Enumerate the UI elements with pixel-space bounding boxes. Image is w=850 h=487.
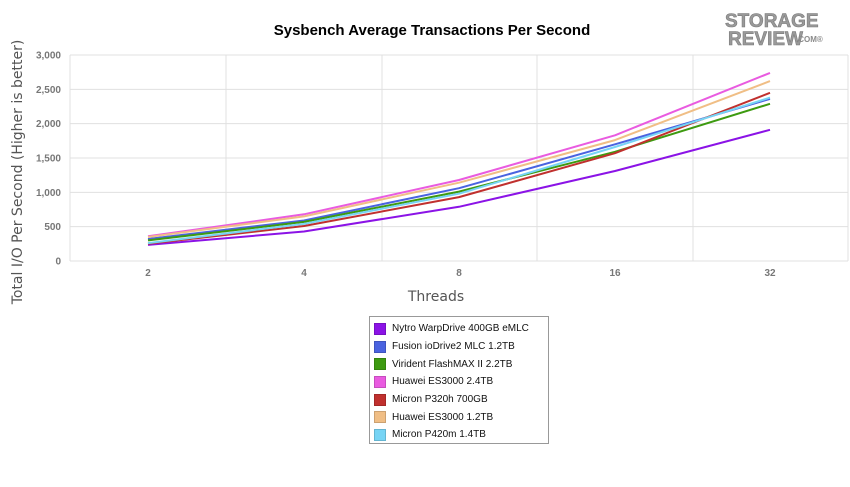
- y-tick-label: 500: [44, 222, 61, 233]
- logo-line-1: STORAGE: [725, 11, 819, 32]
- legend: Nytro WarpDrive 400GB eMLC Fusion ioDrive…: [369, 316, 549, 444]
- legend-label: Huawei ES3000 2.4TB: [392, 376, 494, 388]
- series-line-2: [147, 97, 771, 240]
- legend-swatch: [374, 411, 386, 424]
- y-tick-label: 3,000: [36, 51, 61, 62]
- legend-label: Huawei ES3000 1.2TB: [392, 411, 494, 423]
- legend-label: Virident FlashMAX II 2.2TB: [392, 358, 513, 370]
- legend-label: Micron P420m 1.4TB: [392, 429, 486, 441]
- y-tick-label: 0: [55, 257, 61, 268]
- legend-item: Micron P320h 700GB: [374, 391, 544, 409]
- x-tick-label: 2: [145, 268, 151, 279]
- y-tick-label: 2,000: [36, 119, 61, 130]
- legend-item: Huawei ES3000 2.4TB: [374, 373, 544, 391]
- legend-swatch: [374, 358, 386, 371]
- logo-suffix: .COM®: [796, 35, 823, 44]
- legend-swatch: [374, 322, 386, 335]
- x-axis-ticks: 2 4 8 16 32: [145, 268, 776, 279]
- y-tick-label: 2,500: [36, 85, 61, 96]
- series-line-3: [147, 102, 771, 242]
- legend-item: Huawei ES3000 1.2TB: [374, 408, 544, 426]
- logo-line-2: REVIEW: [728, 29, 803, 50]
- series-line-4: [147, 71, 771, 238]
- series-line-6: [147, 80, 771, 238]
- legend-item: Fusion ioDrive2 MLC 1.2TB: [374, 338, 544, 356]
- x-axis-title: Threads: [407, 289, 464, 305]
- legend-swatch: [374, 428, 386, 441]
- legend-label: Fusion ioDrive2 MLC 1.2TB: [392, 341, 515, 353]
- series-line-7: [147, 96, 771, 245]
- site-logo: STORAGE REVIEW .COM®: [725, 11, 823, 51]
- legend-item: Nytro WarpDrive 400GB eMLC: [374, 320, 544, 338]
- legend-swatch: [374, 393, 386, 406]
- y-axis-ticks: 0 500 1,000 1,500 2,000 2,500 3,000: [36, 51, 61, 268]
- legend-label: Nytro WarpDrive 400GB eMLC: [392, 323, 529, 335]
- y-axis-title: Total I/O Per Second (Higher is better): [10, 40, 26, 306]
- series-line-1: [147, 128, 771, 246]
- x-tick-label: 4: [301, 268, 307, 279]
- legend-swatch: [374, 340, 386, 353]
- chart-title: Sysbench Average Transactions Per Second: [274, 22, 591, 39]
- y-tick-label: 1,500: [36, 154, 61, 165]
- series-lines: [147, 71, 771, 246]
- legend-item: Micron P420m 1.4TB: [374, 426, 544, 444]
- legend-item: Virident FlashMAX II 2.2TB: [374, 355, 544, 373]
- x-tick-label: 16: [609, 268, 621, 279]
- legend-label: Micron P320h 700GB: [392, 394, 488, 406]
- legend-swatch: [374, 375, 386, 388]
- x-tick-label: 8: [456, 268, 462, 279]
- x-tick-label: 32: [764, 268, 776, 279]
- series-line-5: [147, 91, 771, 245]
- y-tick-label: 1,000: [36, 188, 61, 199]
